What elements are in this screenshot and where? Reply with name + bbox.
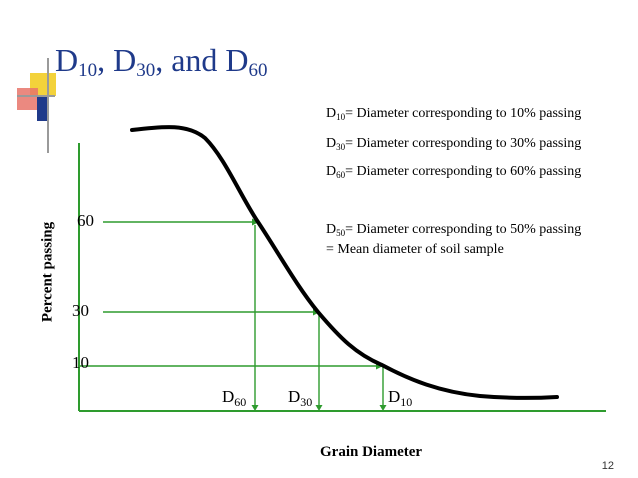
arrowhead-10-down (379, 405, 387, 411)
definition-d10: D10= Diameter corresponding to 10% passi… (326, 106, 582, 122)
arrowhead-60-right (252, 218, 259, 226)
y-tick-10: 10 (72, 353, 89, 372)
arrowhead-30-down (315, 405, 323, 411)
gradation-curve (130, 125, 559, 400)
definition-mean: = Mean diameter of soil sample (326, 242, 504, 257)
decor-horizontal-line (17, 95, 55, 97)
definition-d50: D50= Diameter corresponding to 50% passi… (326, 222, 582, 238)
arrowhead-60-down (251, 405, 259, 411)
page-number: 12 (601, 460, 614, 472)
definition-d30: D30= Diameter corresponding to 30% passi… (326, 136, 582, 152)
y-axis-label: Percent passing (39, 221, 56, 323)
guide-lines (80, 221, 384, 408)
label-d10: D10 (388, 387, 413, 409)
label-d30: D30 (288, 387, 313, 409)
decor-red-block (17, 88, 38, 110)
label-d60: D60 (222, 387, 247, 409)
decor-blue-block (37, 97, 47, 121)
x-axis-label: Grain Diameter (320, 444, 423, 460)
decor-vertical-line (47, 58, 49, 153)
y-tick-60: 60 (77, 211, 94, 230)
y-tick-30: 30 (72, 301, 89, 320)
slide-title: D10, D30, and D60 (55, 42, 268, 81)
definition-d60: D60= Diameter corresponding to 60% passi… (326, 164, 582, 180)
